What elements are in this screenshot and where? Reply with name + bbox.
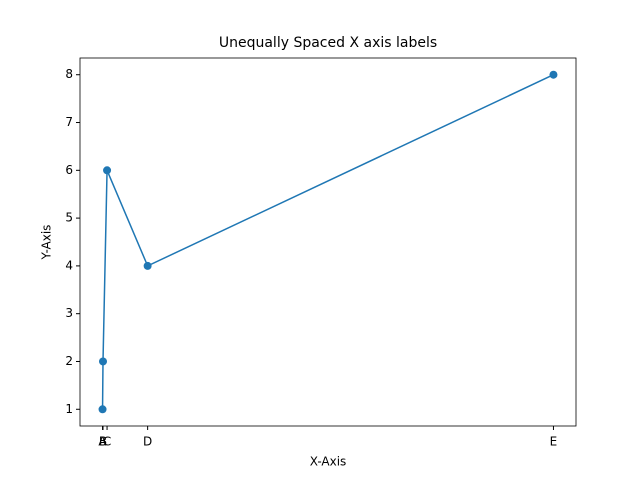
marker: [98, 357, 107, 366]
y-tick-label: 7: [65, 115, 73, 129]
y-tick-label: 2: [65, 354, 73, 368]
y-tick-label: 3: [65, 306, 73, 320]
marker: [143, 261, 152, 270]
y-tick-label: 6: [65, 163, 73, 177]
y-tick-label: 5: [65, 211, 73, 225]
plot-frame: [79, 57, 577, 427]
marker: [549, 70, 558, 79]
x-tick-label: C: [103, 435, 111, 449]
y-axis-label: Y-Axis: [40, 225, 54, 261]
y-tick-label: 1: [65, 402, 73, 416]
marker: [103, 166, 112, 175]
x-tick-label: A: [98, 435, 107, 449]
chart-title: Unequally Spaced X axis labels: [219, 35, 437, 51]
x-axis-label: X-Axis: [310, 455, 347, 469]
y-tick-label: 4: [65, 258, 73, 272]
y-tick-label: 8: [65, 67, 73, 81]
x-tick-label: E: [550, 435, 558, 449]
marker: [98, 405, 107, 414]
x-tick-label: D: [143, 435, 152, 449]
x-tick-label: B: [99, 435, 107, 449]
